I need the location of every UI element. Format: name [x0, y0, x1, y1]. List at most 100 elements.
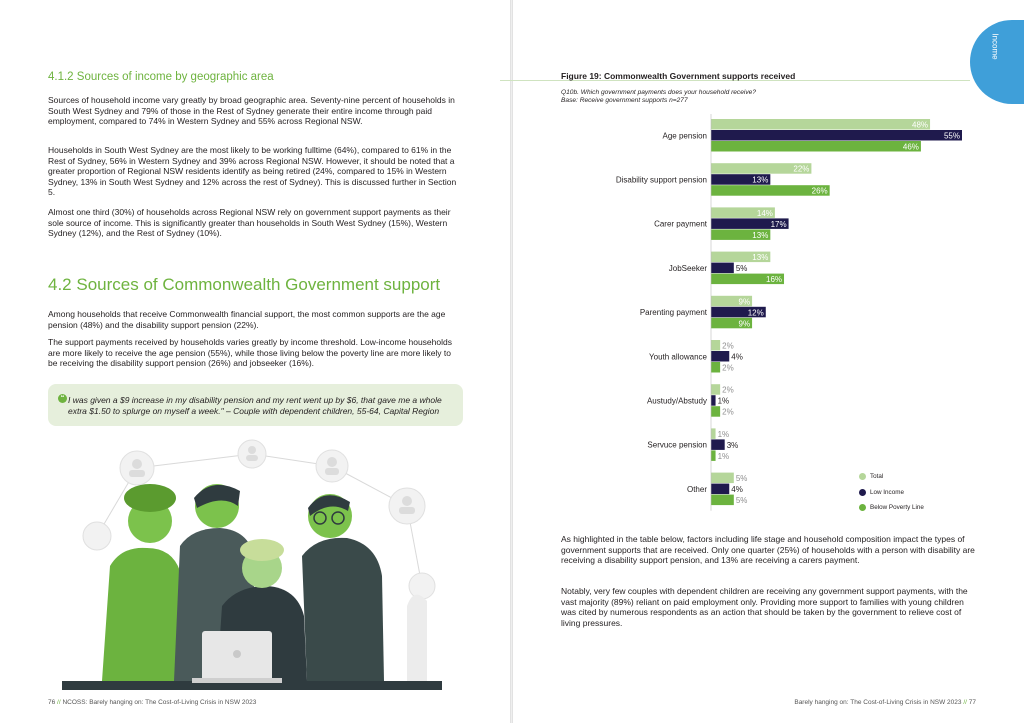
bar — [711, 262, 734, 274]
bar — [711, 141, 921, 152]
data-label: 9% — [739, 319, 751, 328]
bar — [711, 295, 753, 307]
paragraph: Among households that receive Commonweal… — [48, 309, 446, 330]
data-label: 2% — [722, 342, 734, 351]
bar — [711, 229, 771, 240]
section-tab-label: Income — [990, 33, 1000, 60]
bar — [711, 406, 721, 417]
page-number: 76 — [48, 699, 56, 706]
legend-label: Low Income — [870, 488, 904, 496]
data-label: 12% — [748, 308, 764, 317]
bar — [711, 450, 716, 461]
data-label: 13% — [752, 253, 768, 262]
bar — [711, 317, 753, 329]
legend-swatch-total — [859, 473, 866, 481]
footer-right: Barely hanging on: The Cost-of-Living Cr… — [794, 699, 976, 706]
quote-box: “ I was given a $9 increase in my disabi… — [48, 384, 463, 426]
quote-text: I was given a $9 increase in my disabili… — [68, 395, 442, 416]
bar — [711, 163, 812, 174]
bar — [711, 362, 721, 373]
bar — [711, 428, 716, 439]
data-label: 2% — [722, 364, 734, 373]
data-label: 2% — [722, 386, 734, 395]
category-label: Youth allowance — [649, 352, 708, 361]
data-label: 5% — [736, 264, 748, 273]
paragraph: Notably, very few couples with dependent… — [561, 586, 968, 628]
category-label: Austudy/Abstudy — [647, 396, 707, 405]
figure-title: Figure 19: Commonwealth Government suppo… — [561, 71, 796, 81]
data-label: 1% — [718, 397, 730, 406]
category-label: Age pension — [663, 131, 707, 140]
legend-item: Total — [859, 469, 924, 485]
bar — [711, 273, 785, 285]
data-label: 22% — [793, 165, 809, 174]
bar — [711, 119, 931, 130]
bar — [711, 218, 789, 229]
paragraph: As highlighted in the table below, facto… — [561, 534, 975, 566]
data-label: 5% — [736, 474, 748, 483]
category-label: Disability support pension — [616, 175, 707, 184]
data-label: 46% — [903, 143, 919, 152]
category-label: Carer payment — [654, 220, 708, 229]
footer-left: 76 // NCOSS: Barely hanging on: The Cost… — [48, 699, 256, 706]
chart-svg: Age pension 48% 55% 46% Disability support p… — [616, 114, 962, 511]
bar — [711, 306, 766, 318]
data-label: 9% — [739, 297, 751, 306]
footer-separator: // — [963, 699, 967, 706]
data-label: 48% — [912, 121, 928, 130]
footer-text: Barely hanging on: The Cost-of-Living Cr… — [794, 699, 962, 706]
bar — [711, 351, 730, 362]
bar — [711, 472, 734, 484]
base-text: Base: Receive government supports n=277 — [561, 97, 688, 105]
right-page: Income Figure 19: Commonwealth Governmen… — [500, 0, 1024, 723]
data-label: 4% — [731, 485, 743, 494]
data-label: 13% — [752, 231, 768, 240]
legend-swatch-low-income — [859, 488, 866, 496]
people-illustration — [62, 439, 442, 690]
paragraph: Households in South West Sydney are the … — [48, 145, 457, 198]
chart-legend: Total Low Income Below Poverty Line — [859, 469, 924, 516]
paragraph: Sources of household income vary greatly… — [48, 95, 455, 127]
category-label: Parenting payment — [640, 308, 708, 317]
support-bar-chart: Age pension 48% 55% 46% Disability support p… — [513, 110, 1024, 520]
data-label: 14% — [757, 209, 773, 218]
data-label: 1% — [718, 452, 730, 461]
data-label: 26% — [812, 187, 828, 196]
data-label: 5% — [736, 496, 748, 505]
legend-swatch-below-poverty — [859, 504, 866, 512]
section-heading: 4.2 Sources of Commonwealth Government s… — [48, 275, 441, 294]
bar — [711, 483, 730, 495]
figure-question: Q10b. Which government payments does you… — [561, 89, 861, 106]
bar — [711, 174, 771, 185]
data-label: 4% — [731, 353, 743, 362]
bar — [711, 185, 830, 196]
bar — [711, 340, 721, 351]
section-subheading: 4.1.2 Sources of income by geographic ar… — [48, 71, 274, 83]
bar — [711, 439, 725, 450]
footer-separator: // — [57, 699, 61, 706]
bar — [711, 395, 716, 406]
bar — [711, 130, 962, 141]
data-label: 17% — [771, 220, 787, 229]
page-number: 77 — [968, 699, 976, 706]
book-spine — [510, 0, 513, 723]
paragraph: The support payments received by househo… — [48, 337, 452, 369]
category-label: JobSeeker — [669, 264, 708, 273]
left-page: 4.1.2 Sources of income by geographic ar… — [0, 0, 511, 723]
footer-text: NCOSS: Barely hanging on: The Cost-of-Li… — [62, 699, 257, 706]
bar — [711, 251, 771, 263]
category-label: Other — [687, 485, 707, 494]
legend-label: Total — [870, 473, 884, 481]
data-label: 55% — [944, 132, 960, 141]
data-label: 3% — [727, 441, 739, 450]
quote-icon: “ — [58, 394, 67, 403]
data-label: 13% — [752, 176, 768, 185]
legend-item: Low Income — [859, 485, 924, 501]
paragraph: Almost one third (30%) of households acr… — [48, 207, 451, 239]
data-label: 1% — [718, 430, 730, 439]
question-text: Q10b. Which government payments does you… — [561, 89, 756, 96]
bar — [711, 384, 721, 395]
data-label: 16% — [766, 275, 782, 284]
tab-rule — [500, 80, 970, 81]
bar — [711, 494, 734, 506]
